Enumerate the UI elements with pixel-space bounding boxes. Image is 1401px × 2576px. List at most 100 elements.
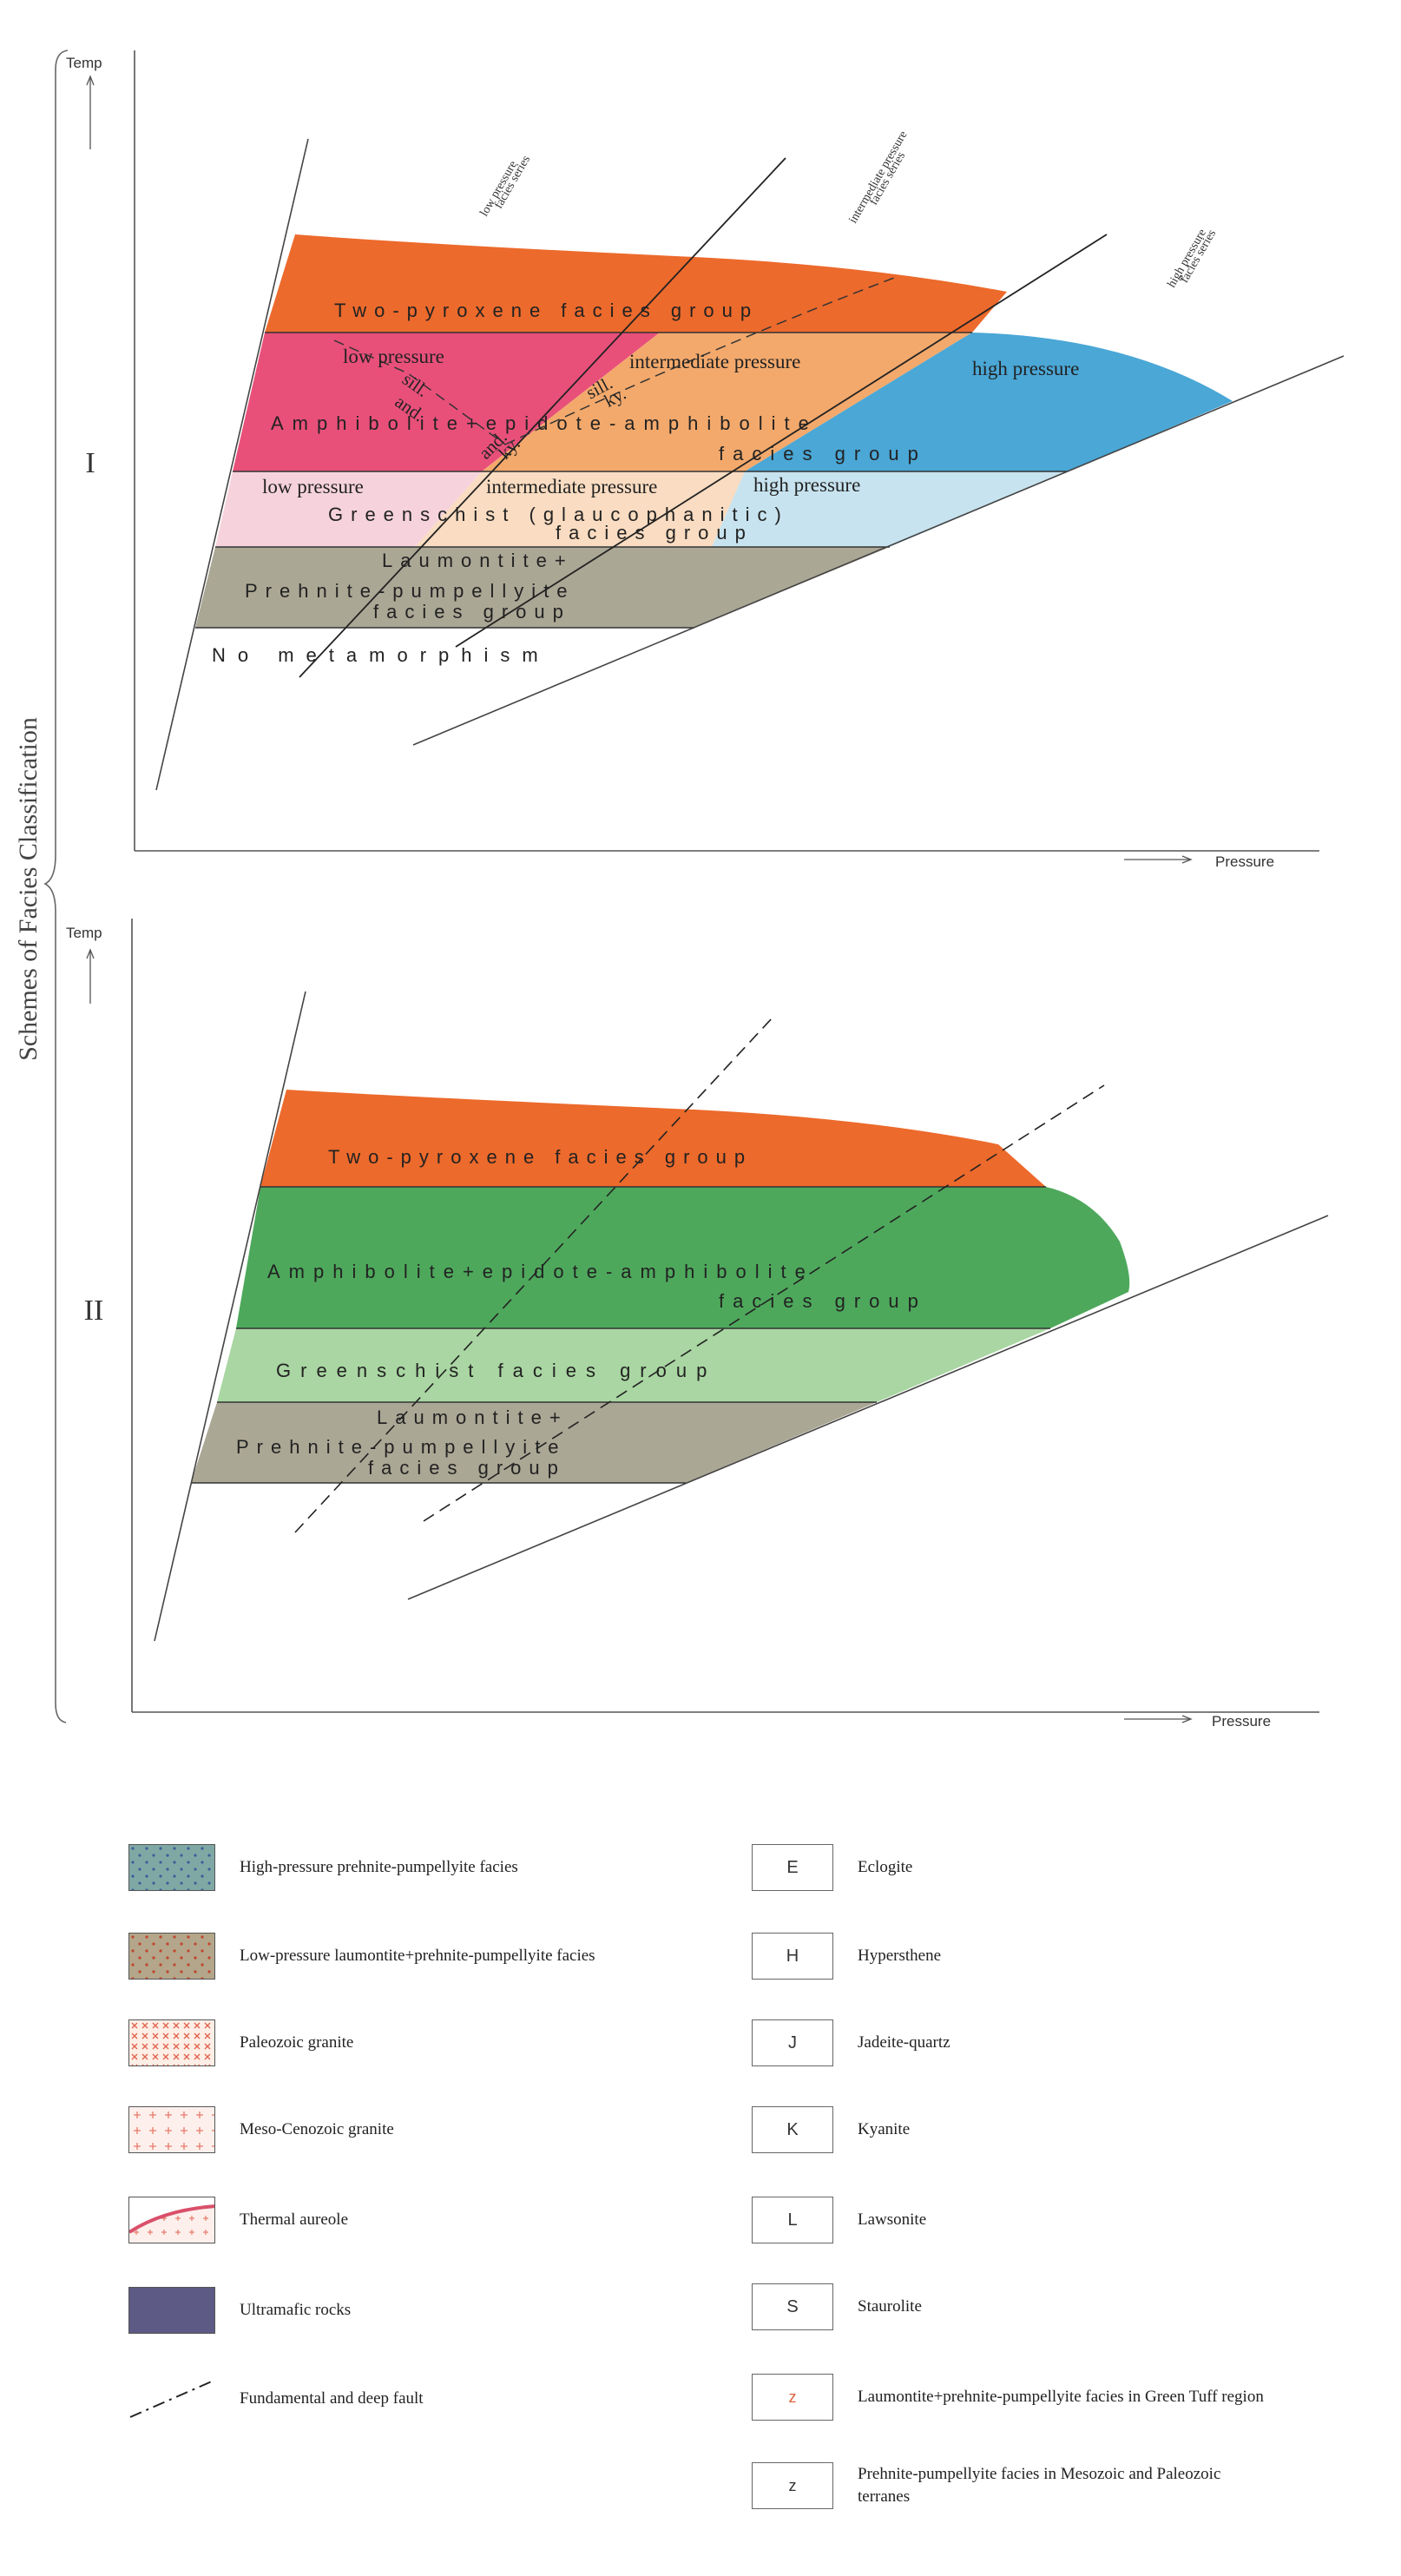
gs-int-label-I: intermediate pressure [486,476,657,497]
gs-low-label-I: low pressure [262,476,364,497]
amph-line1-I: Amphibolite+epidote-amphibolite [271,412,818,434]
gs-line1-I: Greenschist (glaucophanitic) [328,504,789,525]
series-label-low: low pressure facies series [477,149,533,223]
band-gs-int-I [415,471,745,547]
scheme-I: Temp Pressure I low [66,50,1345,870]
fault-line-icon [128,2375,215,2422]
band-amph-int-I [482,333,972,471]
amph-high-label-I: high pressure [972,358,1079,379]
scheme-II-numeral: II [84,1295,104,1327]
scheme-II: Temp Pressure II Two-pyroxene facies gro… [66,919,1329,1729]
legend-item-mesozoic-z: Z Prehnite-pumpellyite facies in Mesozoi… [752,2462,1266,2509]
pp-line2-I: Prehnite-pumpellyite [245,580,576,602]
band-amphibolite-II [236,1187,1130,1328]
high-pressure-envelope-I [412,355,1345,746]
temp-label-II: Temp [66,925,102,941]
amph-line2-I: facies group [719,443,927,464]
high-pressure-prehnite-pumpellyite-swatch [128,1844,215,1891]
band-greenschist-II [217,1328,1050,1402]
legend-label: Paleozoic granite [240,2033,354,2052]
gs-label-II: Greenschist facies group [276,1360,716,1381]
no-metamorphism-label-I: No metamorphism [212,644,550,666]
band-gs-low-I [215,471,482,547]
legend-label: Low-pressure laumontite+prehnite-pumpell… [240,1947,595,1965]
letter-box: E [752,1844,833,1891]
band-prehnite-I [195,547,890,628]
thermal-aureole-swatch [128,2197,215,2243]
low-pressure-laumontite-swatch [128,1933,215,1980]
legend-label: Eclogite [858,1858,913,1876]
scheme-I-numeral: I [85,447,95,479]
legend-item-lawsonite: L Lawsonite [752,2197,1266,2243]
legend-item-eclogite: E Eclogite [752,1844,1266,1891]
legend-label: Laumontite+prehnite-pumpellyite facies i… [858,2388,1264,2406]
legend-item-low-pressure-laumontite: Low-pressure laumontite+prehnite-pumpell… [128,1933,595,1980]
low-temp-envelope-I [155,138,309,791]
pp-line3-II: facies group [368,1457,566,1479]
band-two-pyroxene-I [265,234,1007,333]
two-pyroxene-label-I: Two-pyroxene facies group [334,300,759,321]
band-amph-high-I [745,333,1233,471]
amph-line2-II: facies group [719,1290,927,1312]
letter-box: L [752,2197,833,2243]
gs-line2-I: facies group [556,522,753,544]
pp-line1-I: Laumontite+ [382,550,574,571]
series-label-intermediate: intermediate pressure facies series [846,126,918,230]
legend-item-ultramafic-rocks: Ultramafic rocks [128,2287,351,2334]
legend-item-paleozoic-granite: Paleozoic granite [128,2019,353,2066]
paleozoic-granite-swatch [128,2019,215,2066]
letter-box: Z [752,2374,833,2421]
band-gs-high-I [712,471,1068,547]
legend-label: Fundamental and deep fault [240,2389,424,2408]
pp-line1-II: Laumontite+ [377,1407,569,1428]
side-title: Schemes of Facies Classification [14,717,43,1061]
low-series-dashed-II [294,1017,773,1533]
intermediate-series-line-I [455,234,1108,648]
low-pressure-series-line-I [299,157,786,678]
high-pressure-envelope-II [407,1215,1329,1600]
pressure-label-II: Pressure [1212,1713,1271,1729]
legend-label: Thermal aureole [240,2210,349,2229]
legend-item-staurolite: S Staurolite [752,2283,1266,2330]
legend-item-jadeite-quartz: J Jadeite-quartz [752,2019,1266,2066]
pp-line3-I: facies group [373,601,571,623]
ultramafic-rocks-swatch [128,2287,215,2334]
letter-box: S [752,2283,833,2330]
side-brace [43,49,69,1723]
temp-label-I: Temp [66,55,102,71]
legend-label: High-pressure prehnite-pumpellyite facie… [240,1858,518,1876]
low-temp-envelope-II [154,991,306,1642]
letter-box: K [752,2106,833,2153]
band-amph-low-I [233,333,660,471]
pressure-label-I: Pressure [1215,853,1274,870]
two-pyroxene-label-II: Two-pyroxene facies group [328,1146,753,1168]
legend-label: Staurolite [858,2297,922,2316]
band-prehnite-II [191,1402,877,1483]
letter-box: H [752,1933,833,1980]
legend-label: Ultramafic rocks [240,2301,352,2319]
letter-box: Z [752,2462,833,2509]
legend-label: Meso-Cenozoic granite [240,2120,394,2138]
pp-line2-II: Prehnite-pumpellyite [236,1436,567,1458]
amph-low-label-I: low pressure [343,346,444,367]
amph-int-label-I: intermediate pressure [629,351,800,372]
gs-high-label-I: high pressure [753,474,860,496]
band-two-pyroxene-II [260,1090,1046,1187]
intermediate-series-dashed-II [423,1084,1105,1522]
legend-label: Lawsonite [858,2210,927,2229]
legend-item-thermal-aureole: Thermal aureole [128,2197,348,2243]
legend-label: Jadeite-quartz [858,2033,950,2052]
series-label-high: high pressure facies series [1165,223,1219,294]
meso-cenozoic-granite-swatch [128,2106,215,2153]
and-ky-boundary-I [504,277,895,445]
legend-item-meso-cenozoic-granite: Meso-Cenozoic granite [128,2106,394,2153]
legend-item-kyanite: K Kyanite [752,2106,1266,2153]
legend-item-green-tuff-z: Z Laumontite+prehnite-pumpellyite facies… [752,2374,1266,2421]
letter-box: J [752,2019,833,2066]
legend-item-fault: Fundamental and deep fault [128,2375,424,2422]
legend-label: Prehnite-pumpellyite facies in Mesozoic … [858,2465,1221,2506]
legend-label: Hypersthene [858,1947,942,1965]
amph-line1-II: Amphibolite+epidote-amphibolite [267,1261,814,1282]
legend-item-high-pressure-prehnite: High-pressure prehnite-pumpellyite facie… [128,1844,518,1891]
